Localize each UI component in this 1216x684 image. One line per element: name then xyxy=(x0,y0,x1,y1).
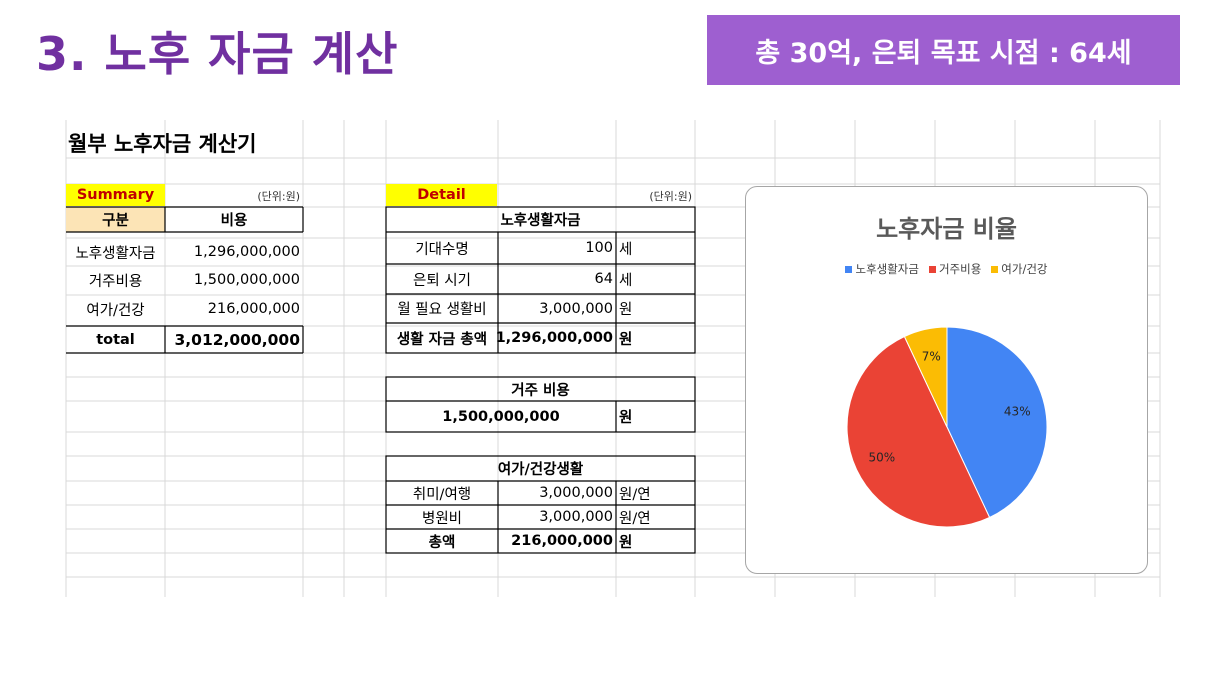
leisure-row-name: 병원비 xyxy=(421,510,463,527)
legend-label: 여가/건강 xyxy=(1001,262,1048,276)
summary-row-value: 1,296,000,000 xyxy=(193,244,300,260)
living-header: 노후생활자금 xyxy=(500,213,581,229)
leisure-row-name: 취미/여행 xyxy=(412,486,472,503)
legend-item: 노후생활자금 xyxy=(845,261,919,277)
living-row-name: 월 필요 생활비 xyxy=(397,302,487,318)
pie-data-label: 7% xyxy=(922,350,941,364)
legend-swatch xyxy=(845,266,853,273)
leisure-row-value: 3,000,000 xyxy=(539,509,613,525)
chart-legend: 노후생활자금 거주비용 여가/건강 xyxy=(746,261,1147,277)
legend-swatch xyxy=(991,266,999,273)
summary-row-name: 여가/건강 xyxy=(86,302,145,319)
retirement-target-badge: 총 30억, 은퇴 목표 시점 : 64세 xyxy=(707,15,1180,85)
summary-row-name: 노후생활자금 xyxy=(75,245,156,262)
detail-label-fill xyxy=(386,184,497,206)
leisure-total-name: 총액 xyxy=(428,534,456,551)
legend-swatch xyxy=(928,266,936,273)
living-row-value: 100 xyxy=(585,240,613,256)
living-total-value: 1,296,000,000 xyxy=(495,330,613,346)
legend-item: 여가/건강 xyxy=(991,261,1048,277)
chart-title: 노후자금 비율 xyxy=(876,215,1017,243)
summary-header-fill xyxy=(66,207,165,232)
living-row-name: 기대수명 xyxy=(415,241,469,258)
legend-item: 거주비용 xyxy=(928,261,982,277)
detail-label: Detail xyxy=(417,187,466,203)
leisure-row-unit: 원/연 xyxy=(619,510,651,527)
summary-label-fill xyxy=(66,184,165,206)
living-row-unit: 세 xyxy=(619,241,633,258)
living-row-unit: 세 xyxy=(619,272,633,289)
summary-row-value: 216,000,000 xyxy=(207,301,300,317)
living-row-name: 은퇴 시기 xyxy=(413,272,471,289)
summary-label: Summary xyxy=(76,187,155,203)
housing-unit: 원 xyxy=(619,410,633,426)
pie-slice-노후생활자금[interactable] xyxy=(946,326,1048,519)
summary-row-name: 거주비용 xyxy=(88,273,143,290)
slide-title: 3. 노후 자금 계산 xyxy=(36,27,399,81)
living-total-name: 생활 자금 총액 xyxy=(396,331,488,348)
living-total-unit: 원 xyxy=(619,331,633,348)
summary-header-cost: 비용 xyxy=(220,213,248,229)
leisure-total-unit: 원 xyxy=(619,534,633,551)
living-row-unit: 원 xyxy=(619,302,633,318)
pie-slice-거주비용[interactable] xyxy=(846,335,991,528)
housing-value: 1,500,000,000 xyxy=(442,408,560,425)
leisure-row-value: 3,000,000 xyxy=(539,485,613,501)
leisure-total-value: 216,000,000 xyxy=(511,533,613,549)
pie-data-label: 50% xyxy=(869,451,896,465)
detail-unit: (단위:원) xyxy=(649,190,692,203)
living-row-value: 3,000,000 xyxy=(539,300,613,317)
summary-header-category: 구분 xyxy=(102,213,129,229)
pie-chart: 43% 50% 7% xyxy=(846,326,1048,528)
leisure-header: 여가/건강생활 xyxy=(497,462,584,478)
legend-label: 거주비용 xyxy=(938,262,982,276)
summary-unit: (단위:원) xyxy=(257,190,300,203)
summary-row-value: 1,500,000,000 xyxy=(193,272,300,288)
housing-header: 거주 비용 xyxy=(511,382,570,399)
pie-data-label: 43% xyxy=(1004,404,1031,418)
legend-label: 노후생활자금 xyxy=(855,262,919,276)
leisure-row-unit: 원/연 xyxy=(619,486,651,503)
summary-total-label: total xyxy=(96,331,135,348)
summary-total-value: 3,012,000,000 xyxy=(174,330,300,349)
pie-chart-box[interactable]: 노후자금 비율 노후생활자금 거주비용 여가/건강 43% 50% 7% xyxy=(745,186,1148,574)
living-row-value: 64 xyxy=(594,271,613,287)
pie-slice-여가/건강[interactable] xyxy=(903,326,948,428)
calculator-title: 월부 노후자금 계산기 xyxy=(68,132,257,156)
